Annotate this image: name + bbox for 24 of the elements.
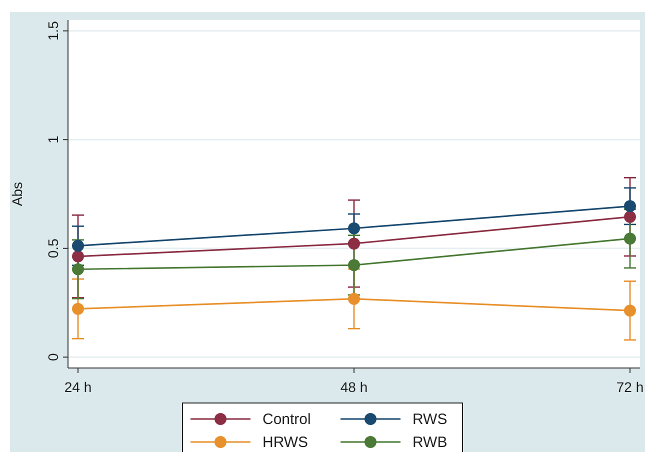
point [348,222,360,234]
point [624,304,636,317]
legend-label: Control [262,411,311,428]
point [624,200,636,212]
point [72,263,84,276]
point [624,232,636,245]
legend-label: HRWS [262,434,308,451]
x-tick-label: 48 h [340,379,368,395]
point [72,302,84,315]
x-tick-label: 72 h [616,379,644,395]
legend-label: RWB [412,434,448,451]
point [72,250,84,262]
y-tick-label: 0 [45,353,61,362]
y-tick-label: 1 [45,136,61,144]
point [348,292,360,305]
point [348,259,360,272]
y-tick-label: 0.5 [45,238,61,258]
point [348,238,360,250]
y-axis-title: Abs [9,182,25,206]
y-tick-label: 1.5 [45,20,61,41]
legend-label: RWS [412,411,448,428]
x-tick-label: 24 h [64,379,92,395]
point [624,210,636,223]
point [72,240,84,252]
